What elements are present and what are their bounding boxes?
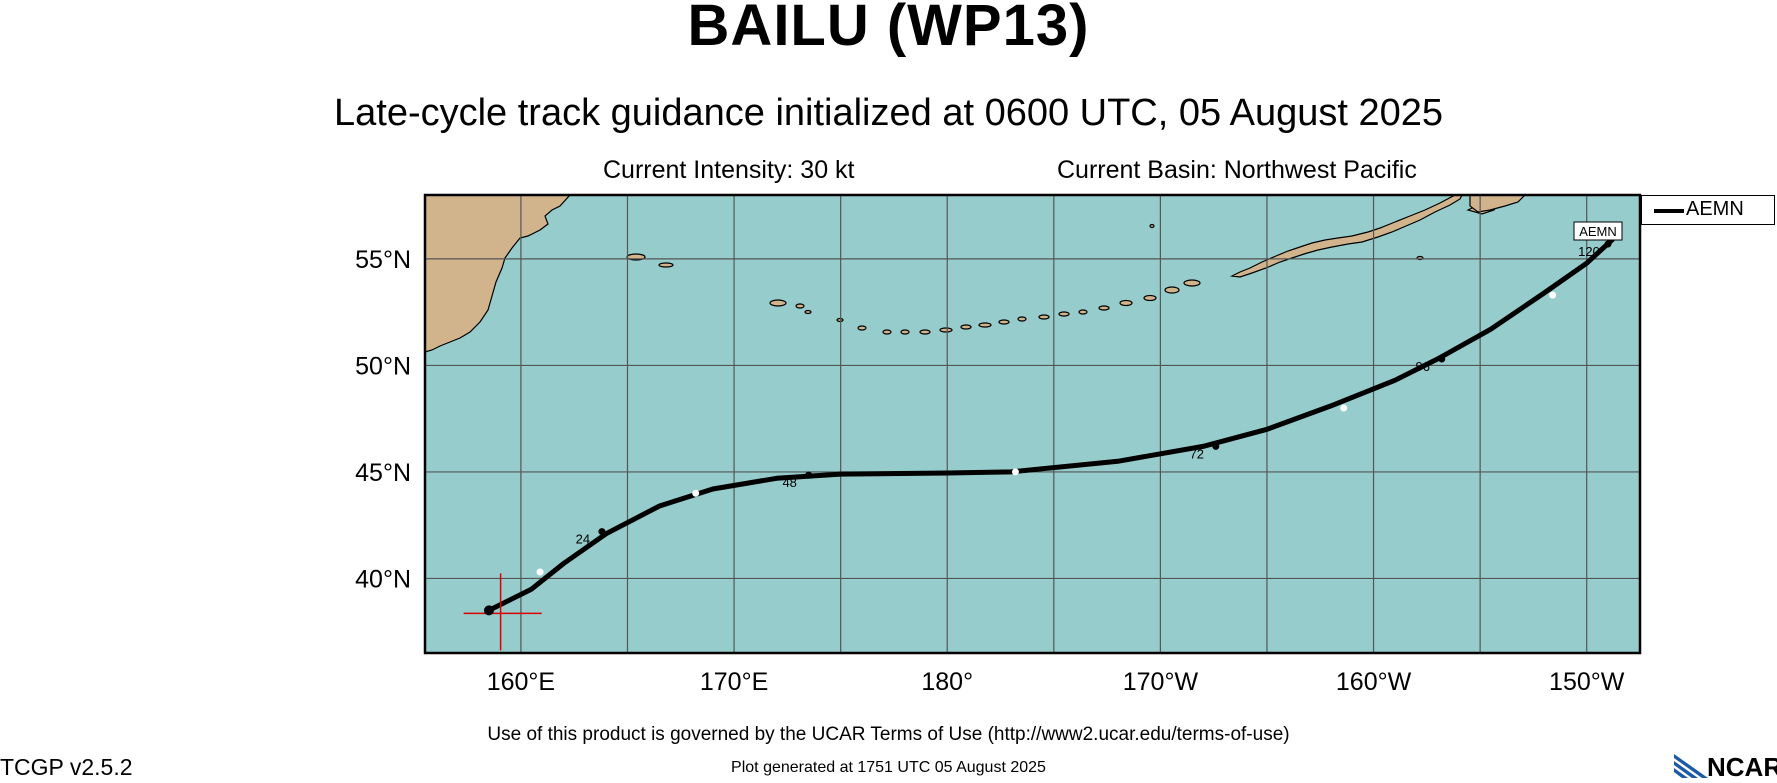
aemn-track: 24 48 72 96 120 xyxy=(486,237,1615,613)
generated-timestamp: Plot generated at 1751 UTC 05 August 202… xyxy=(731,759,1046,776)
track-point xyxy=(1549,291,1557,299)
forecast-hour-label: 96 xyxy=(1416,359,1430,374)
track-end-tag: AEMN xyxy=(1573,221,1623,241)
lat-lon-grid xyxy=(425,195,1640,653)
track-point xyxy=(1604,240,1612,248)
latitude-tick-label: 50°N xyxy=(355,352,411,380)
terms-of-use: Use of this product is governed by the U… xyxy=(487,724,1290,745)
latitude-labels: 55°N 50°N 45°N 40°N xyxy=(355,246,411,594)
latitude-tick-label: 55°N xyxy=(355,246,411,274)
legend-line-swatch xyxy=(1654,209,1684,213)
track-point xyxy=(536,568,544,576)
forecast-hour-label: 48 xyxy=(782,475,796,490)
forecast-hour-label: 72 xyxy=(1190,446,1204,461)
track-start-point xyxy=(483,605,494,616)
track-point xyxy=(598,528,606,536)
forecast-hour-label: 120 xyxy=(1578,244,1600,259)
ncar-logo xyxy=(1674,754,1708,778)
longitude-tick-label: 170°W xyxy=(1123,668,1199,696)
map-title: BAILU (WP13) xyxy=(687,0,1090,58)
track-line-aemn xyxy=(486,237,1615,613)
forecast-hour-label: 24 xyxy=(576,532,590,547)
map-subtitle: Late-cycle track guidance initialized at… xyxy=(334,92,1443,134)
longitude-tick-label: 160°W xyxy=(1336,668,1412,696)
track-point xyxy=(805,471,813,479)
longitude-tick-label: 170°E xyxy=(700,668,768,696)
track-point xyxy=(1438,355,1446,363)
track-point xyxy=(692,489,700,497)
current-intensity-label: Current Intensity: 30 kt xyxy=(603,156,855,184)
track-point xyxy=(1340,404,1348,412)
ocean-background xyxy=(425,195,1640,653)
current-basin-label: Current Basin: Northwest Pacific xyxy=(1057,156,1417,184)
current-position-marker xyxy=(463,573,542,651)
track-point xyxy=(1011,468,1019,476)
map-frame xyxy=(423,193,1642,655)
longitude-labels: 160°E 170°E 180° 170°W 160°W 150°W xyxy=(487,668,1625,696)
version-label: TCGP v2.5.2 xyxy=(0,754,133,780)
alaska-peninsula xyxy=(1229,195,1463,278)
ncar-logo-text: NCAR xyxy=(1707,752,1777,782)
track-point xyxy=(1212,442,1220,450)
longitude-tick-label: 150°W xyxy=(1549,668,1625,696)
track-end-tag-label: AEMN xyxy=(1579,224,1617,239)
longitude-tick-label: 160°E xyxy=(487,668,555,696)
kamchatka-landmass xyxy=(425,195,571,353)
legend-label-aemn: AEMN xyxy=(1686,198,1744,220)
longitude-tick-label: 180° xyxy=(921,668,973,696)
latitude-tick-label: 40°N xyxy=(355,565,411,593)
legend: AEMN xyxy=(1641,195,1775,225)
latitude-tick-label: 45°N xyxy=(355,459,411,487)
land-layer xyxy=(425,195,1526,353)
